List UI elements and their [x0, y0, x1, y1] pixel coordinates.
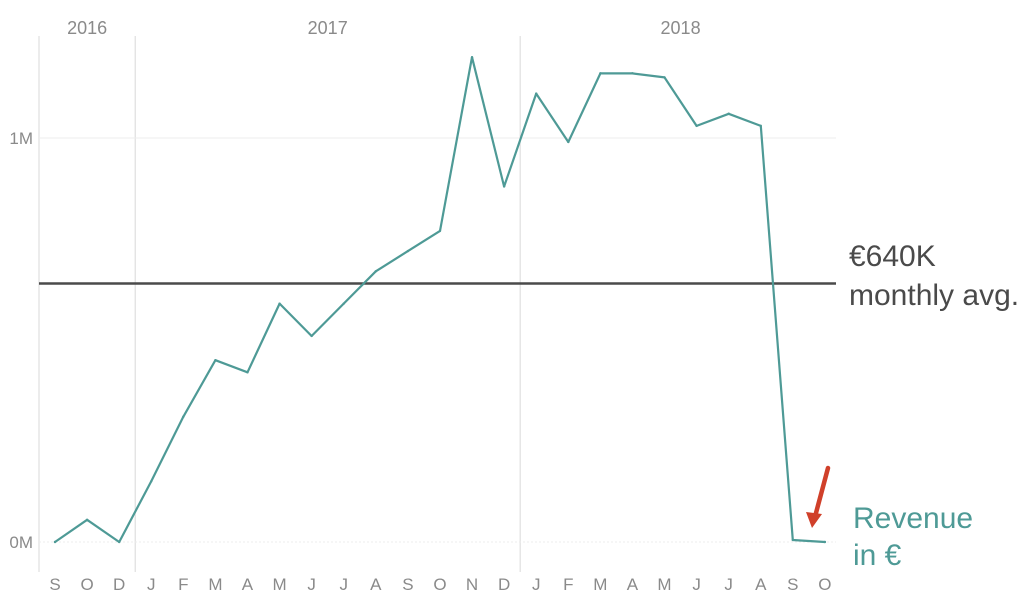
x-tick-label: J	[724, 575, 733, 594]
data-point	[117, 540, 121, 544]
year-label-2018: 2018	[661, 18, 701, 38]
data-point	[567, 140, 570, 144]
x-tick-label: A	[370, 575, 382, 594]
average-caption-label: monthly avg.	[849, 279, 1019, 312]
data-point	[182, 415, 185, 418]
data-point	[759, 124, 762, 128]
grid-layer	[38, 36, 836, 572]
y-tick-label: 1M	[9, 129, 33, 148]
series-label-line1: Revenue	[853, 502, 973, 535]
y-axis-ticks: 0M 1M	[9, 129, 33, 552]
data-point	[631, 72, 634, 75]
revenue-series	[53, 56, 827, 544]
data-point	[374, 270, 377, 273]
data-point	[695, 124, 698, 128]
year-label-2016: 2016	[67, 18, 107, 38]
x-tick-label: D	[498, 575, 510, 594]
series-label-line2: in €	[853, 539, 902, 572]
average-value-label: €640K	[849, 240, 936, 273]
x-tick-label: N	[466, 575, 478, 594]
average-reference: €640K monthly avg.	[39, 240, 1019, 312]
year-labels: 2016 2017 2018	[67, 18, 701, 38]
x-tick-label: S	[787, 575, 798, 594]
data-point	[342, 302, 345, 305]
x-tick-label: S	[402, 575, 413, 594]
year-label-2017: 2017	[308, 18, 348, 38]
x-tick-label: J	[147, 575, 156, 594]
x-tick-label: O	[433, 575, 446, 594]
data-point	[823, 540, 827, 544]
data-point	[310, 334, 313, 338]
x-tick-label: A	[755, 575, 767, 594]
x-tick-label: J	[307, 575, 316, 594]
x-tick-label: A	[627, 575, 639, 594]
x-tick-label: D	[113, 575, 125, 594]
annotations: Revenue in €	[806, 465, 973, 572]
data-point	[214, 359, 217, 362]
x-tick-label: J	[532, 575, 541, 594]
y-tick-label: 0M	[9, 533, 33, 552]
data-point	[53, 540, 57, 544]
data-point	[278, 302, 281, 305]
x-tick-label: J	[339, 575, 348, 594]
data-point	[85, 518, 89, 521]
data-point	[535, 92, 538, 95]
data-point	[246, 371, 249, 374]
arrow-shaft	[813, 465, 831, 516]
data-point	[727, 112, 730, 115]
data-point	[502, 185, 506, 188]
data-point	[599, 72, 602, 75]
arrow-head-icon	[806, 512, 822, 528]
data-point	[470, 56, 474, 59]
revenue-line	[53, 56, 827, 544]
x-tick-label: M	[657, 575, 671, 594]
data-point	[150, 480, 153, 483]
data-point	[663, 76, 666, 79]
x-tick-label: A	[242, 575, 254, 594]
x-tick-label: M	[208, 575, 222, 594]
x-tick-label: M	[593, 575, 607, 594]
x-tick-label: F	[178, 575, 188, 594]
x-tick-label: O	[818, 575, 831, 594]
x-tick-label: O	[80, 575, 93, 594]
x-tick-label: S	[49, 575, 60, 594]
data-point	[791, 538, 795, 542]
x-tick-label: J	[692, 575, 701, 594]
x-tick-label: M	[272, 575, 286, 594]
data-point	[406, 249, 410, 253]
x-tick-label: F	[563, 575, 573, 594]
data-point	[438, 229, 442, 233]
